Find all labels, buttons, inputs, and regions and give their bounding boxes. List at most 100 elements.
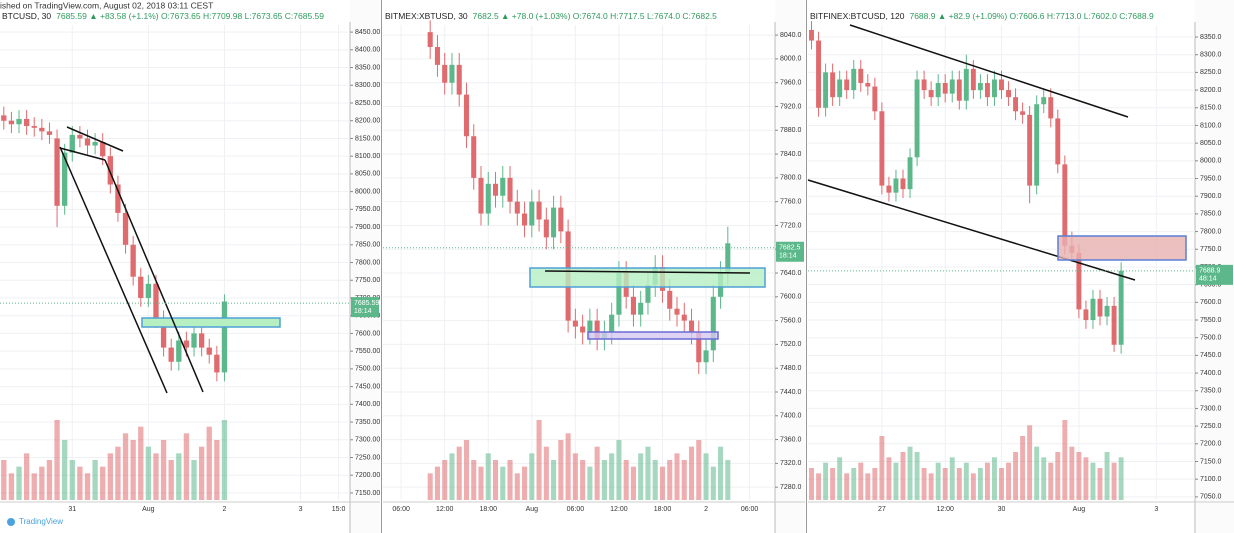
volume-bar: [572, 453, 578, 500]
y-tick-label: 7360.0: [780, 436, 802, 443]
candle-body: [500, 177, 506, 196]
volume-bar: [69, 460, 75, 500]
candle-body: [543, 219, 549, 238]
volume-bar: [935, 462, 941, 500]
volume-bar: [543, 446, 549, 500]
volume-bar: [674, 453, 680, 500]
candle-body: [1020, 111, 1026, 115]
volume-bar: [198, 446, 205, 500]
volume-bar: [844, 473, 850, 500]
volume-bar: [1041, 457, 1047, 500]
volume-bar: [1055, 452, 1061, 500]
volume-bar: [1034, 446, 1040, 500]
y-tick-label: 7600.0: [780, 294, 802, 301]
candle-body: [1097, 298, 1103, 317]
volume-bar: [816, 473, 822, 500]
y-tick-label: 7440.0: [780, 389, 802, 396]
candle-body: [107, 156, 113, 185]
y-tick-label: 8200.00: [355, 118, 380, 125]
volume-bar: [963, 462, 969, 500]
drawings: [59, 24, 1187, 394]
volume-bar: [645, 446, 651, 500]
volume-bar: [434, 466, 440, 500]
candle-body: [168, 347, 174, 362]
x-tick-label: 12:00: [436, 506, 454, 513]
volume-bar: [872, 468, 878, 500]
volume-bar: [623, 460, 629, 500]
volume-bar: [565, 433, 571, 500]
volume-bar: [921, 468, 927, 500]
candle-body: [688, 320, 695, 333]
volume-bar: [999, 468, 1004, 500]
chart-subtitle: 7682.5 ▲ +78.0 (+1.03%) O:7674.0 H:7717.…: [473, 11, 718, 21]
candle-body: [69, 134, 75, 153]
chart-title: BITFINEX:BTCUSD, 120: [810, 11, 905, 21]
volume-bar: [478, 466, 484, 500]
symbol-header: BITMEX:XBTUSD, 30 7682.5 ▲ +78.0 (+1.03%)…: [385, 11, 717, 21]
candle-body: [865, 83, 871, 87]
candle-body: [1076, 252, 1082, 310]
last-price-label: 7682.5: [779, 245, 801, 252]
chart-title: BTCUSD, 30: [2, 11, 51, 21]
volume-bar: [907, 446, 913, 500]
footer-logo: TradingView: [7, 517, 63, 526]
volume-bar: [609, 453, 615, 500]
candle-body: [858, 68, 864, 84]
candle-body: [1006, 90, 1011, 98]
candle-body: [879, 111, 885, 186]
y-tick-label: 7800.00: [355, 259, 380, 266]
y-tick-label: 7250.00: [355, 454, 380, 461]
candle-body: [616, 273, 622, 315]
y-tick-label: 8050.00: [355, 171, 380, 178]
volume-bar: [594, 446, 600, 500]
y-tick-label: 8400.00: [355, 47, 380, 54]
footer-text: TradingView: [19, 517, 63, 526]
candle-body: [23, 118, 30, 127]
y-tick-label: 7480.0: [780, 365, 802, 372]
candle-body: [31, 126, 37, 128]
y-tick-label: 7200.0: [1200, 441, 1222, 448]
y-tick-label: 8100.0: [1200, 122, 1222, 129]
volume-bar: [865, 473, 871, 500]
y-tick-label: 7800.0: [780, 175, 802, 182]
y-tick-label: 7280.0: [780, 484, 802, 491]
volume-bar: [688, 446, 695, 500]
y-tick-label: 7300.00: [355, 437, 380, 444]
y-tick-label: 8350.0: [1200, 34, 1222, 41]
y-tick-label: 7300.0: [1200, 405, 1222, 412]
y-tick-label: 7900.0: [1200, 193, 1222, 200]
y-tick-label: 8250.0: [1200, 69, 1222, 76]
volume-bar: [221, 420, 228, 500]
y-tick-label: 8250.00: [355, 100, 380, 107]
candle-body: [907, 157, 913, 190]
x-tick-label: 06:00: [741, 506, 759, 513]
candle-body: [696, 332, 702, 363]
x-tick-label: Aug: [142, 506, 155, 513]
trend-line: [59, 147, 106, 161]
candle-body: [1083, 309, 1089, 321]
chart-title: BITMEX:XBTUSD, 30: [385, 11, 468, 21]
volume-bar: [551, 460, 557, 500]
candle-body: [160, 319, 167, 348]
volume-bar: [471, 460, 477, 500]
symbol-header: BITFINEX:BTCUSD, 120 7688.9 ▲ +82.9 (+1.0…: [810, 11, 1154, 21]
candle-body: [536, 201, 542, 220]
candle-body: [1034, 104, 1040, 186]
labels-layer: 7150.00 7200.00 7250.00 7300.00 7350.00 7400.…: [0, 11, 1233, 513]
y-tick-label: 7320.0: [780, 460, 802, 467]
y-tick-label: 7840.0: [780, 151, 802, 158]
candle-body: [630, 296, 636, 315]
candle-body: [62, 152, 68, 206]
last-price-label: 7688.9: [1199, 268, 1221, 275]
candle-body: [427, 32, 433, 48]
y-tick-label: 8000.0: [1200, 158, 1222, 165]
candle-body: [587, 320, 593, 333]
volume-bar: [100, 466, 106, 500]
volume-bar: [1069, 446, 1075, 500]
candle-body: [100, 141, 106, 157]
volume-bar: [153, 453, 159, 500]
candle-body: [529, 201, 535, 226]
candle-body: [8, 120, 15, 125]
x-tick-label: 31: [68, 506, 76, 513]
